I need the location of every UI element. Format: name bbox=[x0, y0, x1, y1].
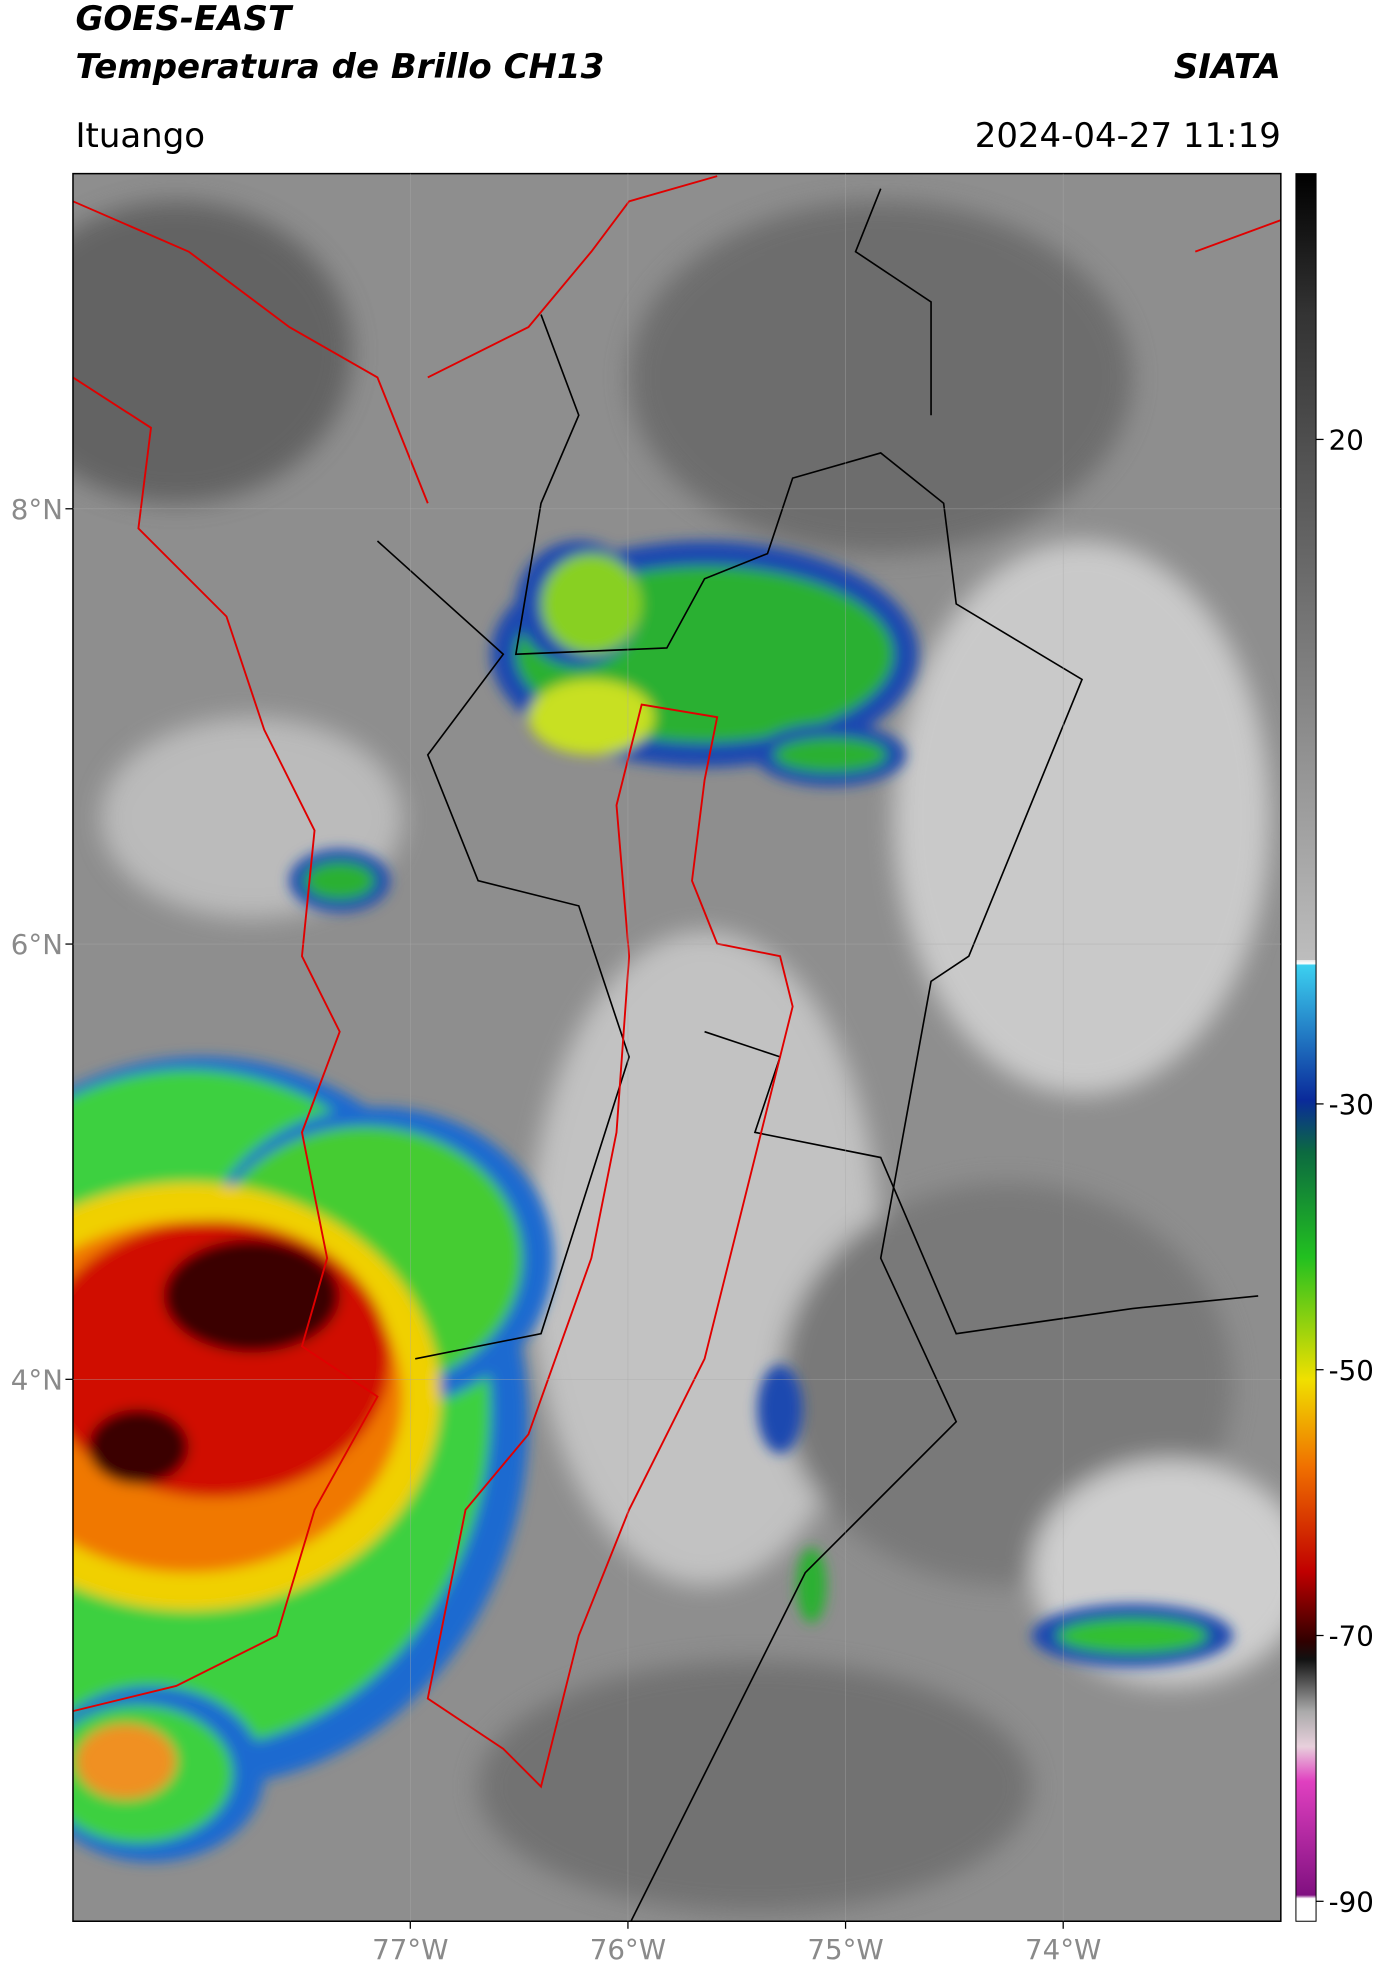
y-tick-label: 4°N bbox=[11, 1363, 63, 1396]
x-tick-label: 74°W bbox=[1025, 1933, 1101, 1966]
colorbar bbox=[1295, 173, 1317, 1922]
x-tick-label: 76°W bbox=[590, 1933, 666, 1966]
colorbar-tick-label: 20 bbox=[1329, 423, 1364, 456]
satellite-image bbox=[72, 173, 1281, 1922]
colorbar-tick-label: -90 bbox=[1329, 1885, 1374, 1918]
colorbar-tick-label: -50 bbox=[1329, 1354, 1374, 1387]
colorbar-tick-label: -30 bbox=[1329, 1088, 1374, 1121]
subtitle: Temperatura de Brillo CH13 bbox=[75, 47, 604, 87]
x-tick-label: 77°W bbox=[372, 1933, 448, 1966]
location: Ituango bbox=[75, 116, 205, 156]
colorbar-tick-label: -70 bbox=[1329, 1620, 1374, 1653]
y-tick-label: 8°N bbox=[11, 493, 63, 526]
datetime: 2024-04-27 11:19 bbox=[975, 116, 1281, 156]
map-frame bbox=[72, 172, 1282, 1922]
title: GOES-EAST bbox=[75, 0, 293, 39]
x-tick-label: 75°W bbox=[807, 1933, 883, 1966]
agency: SIATA bbox=[1174, 47, 1281, 87]
y-tick-label: 6°N bbox=[11, 928, 63, 961]
